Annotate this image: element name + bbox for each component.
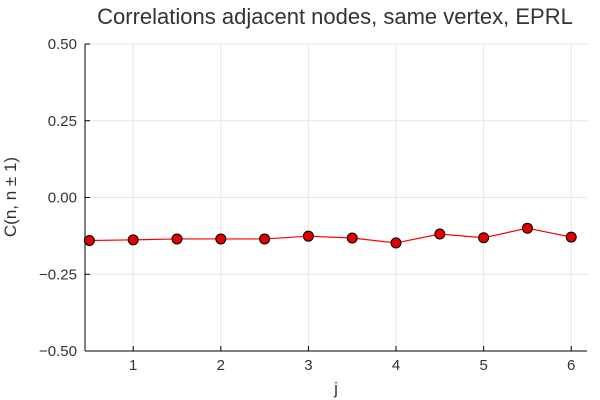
chart-title: Correlations adjacent nodes, same vertex…: [97, 4, 573, 29]
x-tick-label: 4: [392, 357, 400, 374]
x-tick-label: 3: [304, 357, 312, 374]
y-axis-label: C(n, n ± 1): [1, 157, 20, 237]
data-point: [171, 233, 183, 245]
grid: [85, 43, 587, 352]
data-point: [127, 234, 139, 246]
x-tick-label: 2: [217, 357, 225, 374]
tick-labels: 1 2 3 4 5 6 0.50 0.25 0.00 −0.25 −0.50: [39, 36, 575, 374]
y-tick-label: 0.50: [48, 36, 77, 53]
data-point: [521, 222, 533, 234]
data-point: [83, 234, 95, 246]
series-line: [89, 227, 572, 244]
x-tick-label: 5: [479, 357, 487, 374]
data-point: [434, 228, 446, 240]
data-point: [390, 237, 402, 249]
x-axis-label: j: [333, 379, 338, 398]
data-point: [565, 231, 577, 243]
data-series: [83, 222, 577, 249]
x-tick-label: 1: [129, 357, 137, 374]
y-tick-label: −0.50: [39, 343, 77, 360]
data-point: [302, 230, 314, 242]
y-tick-label: 0.25: [48, 113, 77, 130]
data-point: [259, 233, 271, 245]
y-tick-label: 0.00: [48, 190, 77, 207]
data-point: [346, 232, 358, 244]
data-point: [215, 233, 227, 245]
y-tick-label: −0.25: [39, 266, 77, 283]
x-tick-label: 6: [567, 357, 575, 374]
axes: [84, 43, 587, 352]
data-point: [478, 232, 490, 244]
